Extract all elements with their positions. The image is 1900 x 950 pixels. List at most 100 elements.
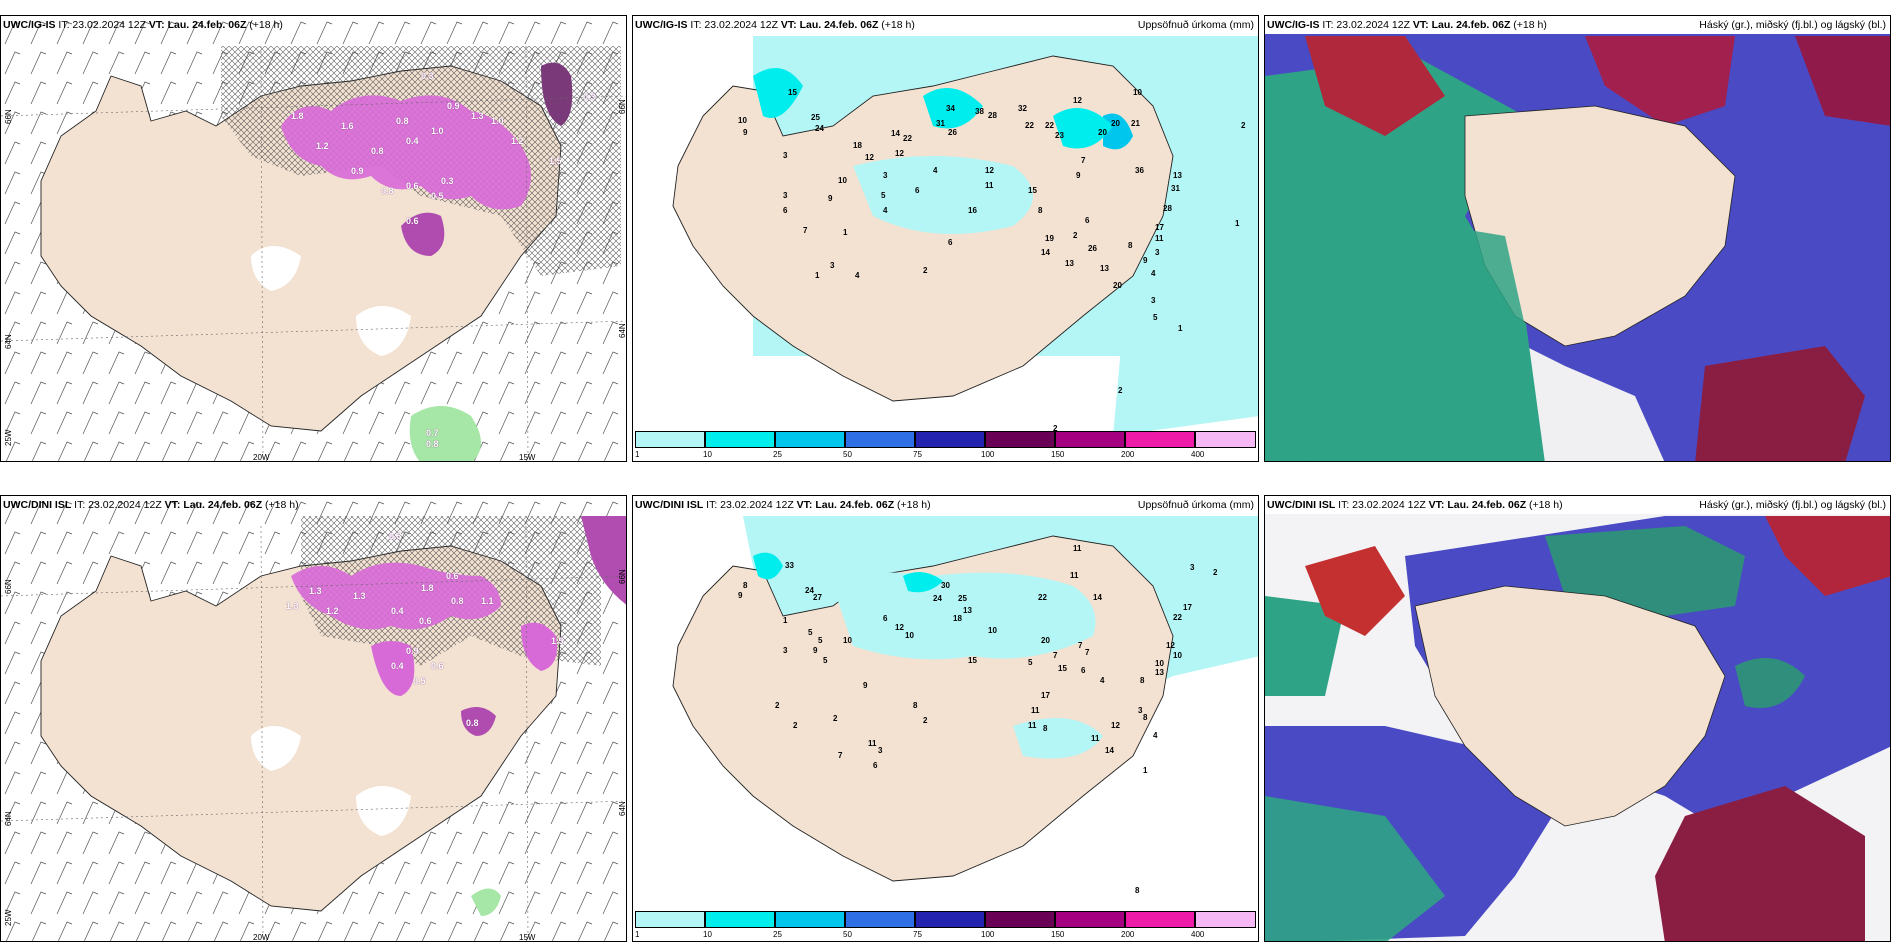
colorbar-bin bbox=[1195, 911, 1256, 928]
panel-snow-wind-dini: UWC/DINI ISL IT: 23.02.2024 12Z VT: Lau.… bbox=[0, 495, 627, 942]
precip-label: 5 bbox=[808, 628, 813, 637]
snow-label: 0.3 bbox=[583, 92, 596, 102]
snow-label: 0.9 bbox=[351, 166, 364, 176]
precip-label: 25 bbox=[811, 113, 820, 122]
precip-label: 34 bbox=[946, 104, 955, 113]
precip-label: 2 bbox=[1073, 231, 1078, 240]
panel-header: UWC/DINI ISL IT: 23.02.2024 12Z VT: Lau.… bbox=[3, 499, 299, 511]
precip-label: 2 bbox=[1053, 424, 1058, 433]
precip-label: 19 bbox=[1045, 234, 1054, 243]
colorbar-label: 10 bbox=[703, 450, 712, 459]
precip-label: 23 bbox=[1055, 131, 1064, 140]
precip-label: 3 bbox=[878, 746, 883, 755]
colorbar-label: 400 bbox=[1191, 930, 1205, 939]
snow-label: 0.8 bbox=[466, 718, 479, 728]
precip-label: 22 bbox=[1045, 121, 1054, 130]
snow-label: 0.3 bbox=[441, 176, 454, 186]
snow-label: 1.3 bbox=[286, 601, 299, 611]
wind-snow-map bbox=[1, 496, 626, 941]
panel-snow-wind-ig-is: UWC/IG-IS IT: 23.02.2024 12Z VT: Lau. 24… bbox=[0, 15, 627, 462]
precip-map bbox=[672, 36, 1258, 436]
precip-label: 31 bbox=[1171, 184, 1180, 193]
panel-header: UWC/DINI ISL IT: 23.02.2024 12Z VT: Lau.… bbox=[1267, 499, 1563, 511]
snow-label: 0.5 bbox=[431, 191, 444, 201]
precip-label: 5 bbox=[818, 636, 823, 645]
precip-label: 25 bbox=[958, 594, 967, 603]
colorbar-bin bbox=[1055, 911, 1125, 928]
snow-label: 0.9 bbox=[406, 646, 419, 656]
colorbar-label: 100 bbox=[981, 450, 995, 459]
precip-label: 12 bbox=[1166, 641, 1175, 650]
precip-label: 11 bbox=[1028, 721, 1037, 730]
precip-label: 8 bbox=[913, 701, 918, 710]
colorbar-bin bbox=[915, 911, 985, 928]
precip-label: 4 bbox=[1153, 731, 1158, 740]
snow-label: 0.8 bbox=[426, 439, 439, 449]
colorbar-bin bbox=[775, 911, 845, 928]
precip-label: 4 bbox=[933, 166, 938, 175]
precip-label: 3 bbox=[830, 261, 835, 270]
lon-label: 15W bbox=[519, 933, 536, 942]
snow-label: 1.5 bbox=[549, 156, 562, 166]
precip-label: 1 bbox=[815, 271, 820, 280]
precip-colorbar: 1 10 25 50 75 100 150 200 400 bbox=[635, 911, 1256, 939]
precip-label: 12 bbox=[895, 623, 904, 632]
precip-label: 20 bbox=[1111, 119, 1120, 128]
precip-label: 2 bbox=[923, 716, 928, 725]
precip-label: 10 bbox=[843, 636, 852, 645]
precip-label: 15 bbox=[1028, 186, 1037, 195]
clouds-map bbox=[1265, 34, 1890, 461]
precip-label: 9 bbox=[743, 128, 748, 137]
snow-label: 0.6 bbox=[431, 661, 444, 671]
snow-label: 0.6 bbox=[406, 181, 419, 191]
precip-label: 11 bbox=[1070, 571, 1079, 580]
precip-label: 33 bbox=[785, 561, 794, 570]
lon-label: 25W bbox=[4, 909, 13, 926]
precip-label: 11 bbox=[985, 181, 994, 190]
snow-label: 1.5 bbox=[551, 636, 564, 646]
precip-label: 36 bbox=[1135, 166, 1144, 175]
precip-label: 6 bbox=[873, 761, 878, 770]
precip-label: 14 bbox=[1105, 746, 1114, 755]
panel-title: Háský (gr.), miðský (fj.bl.) og lágský (… bbox=[1699, 19, 1886, 31]
precip-map bbox=[672, 516, 1258, 882]
snow-label: 0.5 bbox=[413, 676, 426, 686]
precip-label: 3 bbox=[883, 171, 888, 180]
precip-label: 1 bbox=[783, 616, 788, 625]
snow-label: 0.9 bbox=[447, 101, 460, 111]
lon-label: 25W bbox=[4, 429, 13, 446]
snow-label: 1.3 bbox=[471, 111, 484, 121]
colorbar-bin bbox=[845, 431, 915, 448]
precip-label: 3 bbox=[1190, 563, 1195, 572]
lon-label: 20W bbox=[253, 453, 270, 462]
precip-label: 8 bbox=[1128, 241, 1133, 250]
precip-label: 6 bbox=[948, 238, 953, 247]
snow-label: 1.3 bbox=[309, 586, 322, 596]
precip-label: 12 bbox=[865, 153, 874, 162]
snow-label: 0.8 bbox=[451, 596, 464, 606]
precip-label: 3 bbox=[783, 191, 788, 200]
precip-label: 20 bbox=[1113, 281, 1122, 290]
precip-label: 1 bbox=[1178, 324, 1183, 333]
colorbar-label: 50 bbox=[843, 930, 852, 939]
colorbar-label: 1 bbox=[635, 450, 640, 459]
precip-label: 9 bbox=[828, 194, 833, 203]
precip-label: 14 bbox=[891, 129, 900, 138]
precip-label: 30 bbox=[941, 581, 950, 590]
precip-label: 6 bbox=[783, 206, 788, 215]
precip-label: 16 bbox=[968, 206, 977, 215]
colorbar-bin bbox=[775, 431, 845, 448]
panel-precip-dini: UWC/DINI ISL IT: 23.02.2024 12Z VT: Lau.… bbox=[632, 495, 1259, 942]
precip-label: 10 bbox=[905, 631, 914, 640]
snow-label: 1.1 bbox=[481, 596, 494, 606]
precip-label: 2 bbox=[793, 721, 798, 730]
precip-label: 1 bbox=[843, 228, 848, 237]
precip-label: 9 bbox=[738, 591, 743, 600]
snow-label: 0.8 bbox=[396, 116, 409, 126]
precip-label: 3 bbox=[783, 646, 788, 655]
precip-label: 13 bbox=[1155, 668, 1164, 677]
colorbar-label: 50 bbox=[843, 450, 852, 459]
precip-label: 8 bbox=[1143, 713, 1148, 722]
colorbar-label: 150 bbox=[1051, 930, 1065, 939]
lat-label: 64N bbox=[618, 801, 627, 816]
